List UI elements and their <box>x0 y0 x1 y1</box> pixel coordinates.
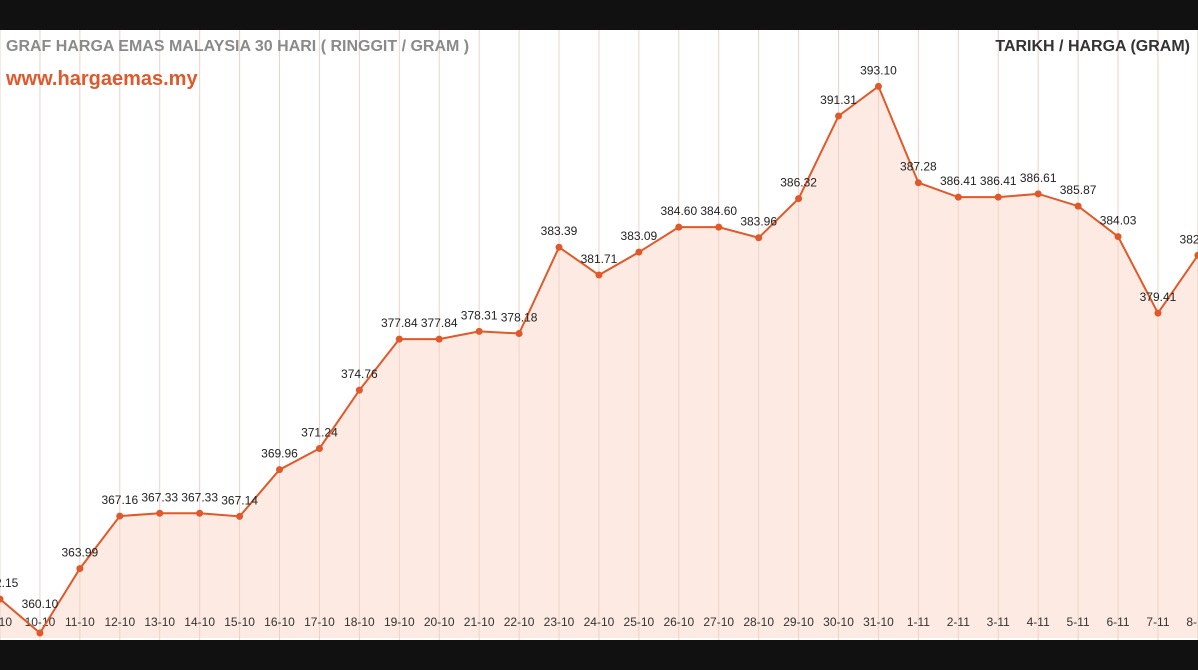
data-label: 367.33 <box>141 490 178 504</box>
data-point <box>595 271 603 279</box>
data-point <box>515 330 523 338</box>
data-point <box>755 234 763 242</box>
x-tick-label: 11-10 <box>65 615 95 629</box>
data-label: 360.10 <box>22 597 59 611</box>
data-point <box>715 223 723 231</box>
x-tick-label: 22-10 <box>504 615 535 629</box>
x-tick-label: 21-10 <box>464 615 495 629</box>
data-label: 379.41 <box>1140 290 1177 304</box>
x-tick-label: 29-10 <box>783 615 814 629</box>
data-point <box>395 335 403 343</box>
data-point <box>276 466 284 474</box>
data-point <box>116 512 124 520</box>
x-tick-label: 31-10 <box>863 615 894 629</box>
x-tick-label: 6-11 <box>1106 615 1129 629</box>
data-point <box>1114 233 1122 241</box>
chart-subtitle: www.hargaemas.my <box>6 68 198 90</box>
data-point <box>874 82 882 90</box>
legend-label: TARIKH / HARGA (GRAM) <box>995 38 1190 55</box>
data-label: 383.96 <box>740 215 777 229</box>
data-point <box>475 327 483 335</box>
x-tick-label: 9-10 <box>0 615 12 629</box>
x-tick-label: 5-11 <box>1067 615 1090 629</box>
x-tick-label: 12-10 <box>104 615 135 629</box>
x-tick-label: 17-10 <box>304 615 335 629</box>
data-label: 385.87 <box>1060 183 1097 197</box>
chart-title: GRAF HARGA EMAS MALAYSIA 30 HARI ( RINGG… <box>6 38 470 55</box>
x-tick-label: 25-10 <box>624 615 655 629</box>
data-label: 386.61 <box>1020 171 1057 185</box>
x-tick-label: 28-10 <box>743 615 774 629</box>
x-tick-label: 18-10 <box>344 615 375 629</box>
data-point <box>1194 251 1198 259</box>
x-tick-label: 2-11 <box>947 615 970 629</box>
data-label: 386.41 <box>980 174 1017 188</box>
data-label: 383.39 <box>541 224 578 238</box>
data-label: 382.90 <box>1180 232 1198 246</box>
data-label: 378.18 <box>501 311 538 325</box>
data-label: 362.15 <box>0 576 19 590</box>
x-tick-label: 19-10 <box>384 615 415 629</box>
data-point <box>835 112 843 120</box>
x-tick-label: 13-10 <box>144 615 175 629</box>
data-label: 363.99 <box>62 546 99 560</box>
data-point <box>196 509 204 517</box>
data-point <box>555 243 563 251</box>
data-point <box>435 335 443 343</box>
data-point <box>1034 190 1042 198</box>
x-tick-label: 16-10 <box>264 615 295 629</box>
data-label: 391.31 <box>820 93 857 107</box>
data-label: 384.60 <box>700 204 737 218</box>
data-label: 367.14 <box>221 493 258 507</box>
x-tick-label: 20-10 <box>424 615 455 629</box>
x-tick-label: 14-10 <box>184 615 215 629</box>
data-point <box>914 179 922 187</box>
data-label: 384.60 <box>660 204 697 218</box>
data-label: 371.24 <box>301 425 338 439</box>
data-point <box>236 512 244 520</box>
data-point <box>355 386 363 394</box>
x-tick-label: 1-11 <box>907 615 930 629</box>
x-tick-label: 7-11 <box>1146 615 1169 629</box>
bottom-band <box>0 640 1198 670</box>
data-label: 374.76 <box>341 367 378 381</box>
data-point <box>954 193 962 201</box>
x-tick-label: 23-10 <box>544 615 575 629</box>
data-point <box>0 595 4 603</box>
data-label: 386.41 <box>940 174 977 188</box>
data-label: 381.71 <box>581 252 618 266</box>
x-tick-label: 4-11 <box>1027 615 1050 629</box>
data-point <box>635 248 643 256</box>
data-point <box>1154 309 1162 317</box>
data-point <box>315 444 323 452</box>
data-label: 386.32 <box>780 176 817 190</box>
x-tick-label: 30-10 <box>823 615 854 629</box>
data-point <box>36 629 44 637</box>
data-label: 378.31 <box>461 308 498 322</box>
top-band <box>0 0 1198 30</box>
data-label: 393.10 <box>860 63 897 77</box>
data-label: 377.84 <box>421 316 458 330</box>
data-point <box>994 193 1002 201</box>
data-label: 369.96 <box>261 447 298 461</box>
data-point <box>76 565 84 573</box>
data-point <box>795 195 803 203</box>
data-label: 383.09 <box>621 229 658 243</box>
data-label: 367.16 <box>101 493 138 507</box>
x-tick-label: 15-10 <box>224 615 255 629</box>
x-tick-label: 8-11 <box>1186 615 1198 629</box>
x-tick-label: 26-10 <box>663 615 694 629</box>
data-point <box>156 509 164 517</box>
data-point <box>675 223 683 231</box>
x-tick-label: 24-10 <box>584 615 615 629</box>
x-tick-label: 27-10 <box>703 615 734 629</box>
data-label: 377.84 <box>381 316 418 330</box>
data-label: 387.28 <box>900 160 937 174</box>
data-point <box>1074 202 1082 210</box>
data-label: 367.33 <box>181 490 218 504</box>
x-tick-label: 3-11 <box>987 615 1010 629</box>
data-label: 384.03 <box>1100 214 1137 228</box>
